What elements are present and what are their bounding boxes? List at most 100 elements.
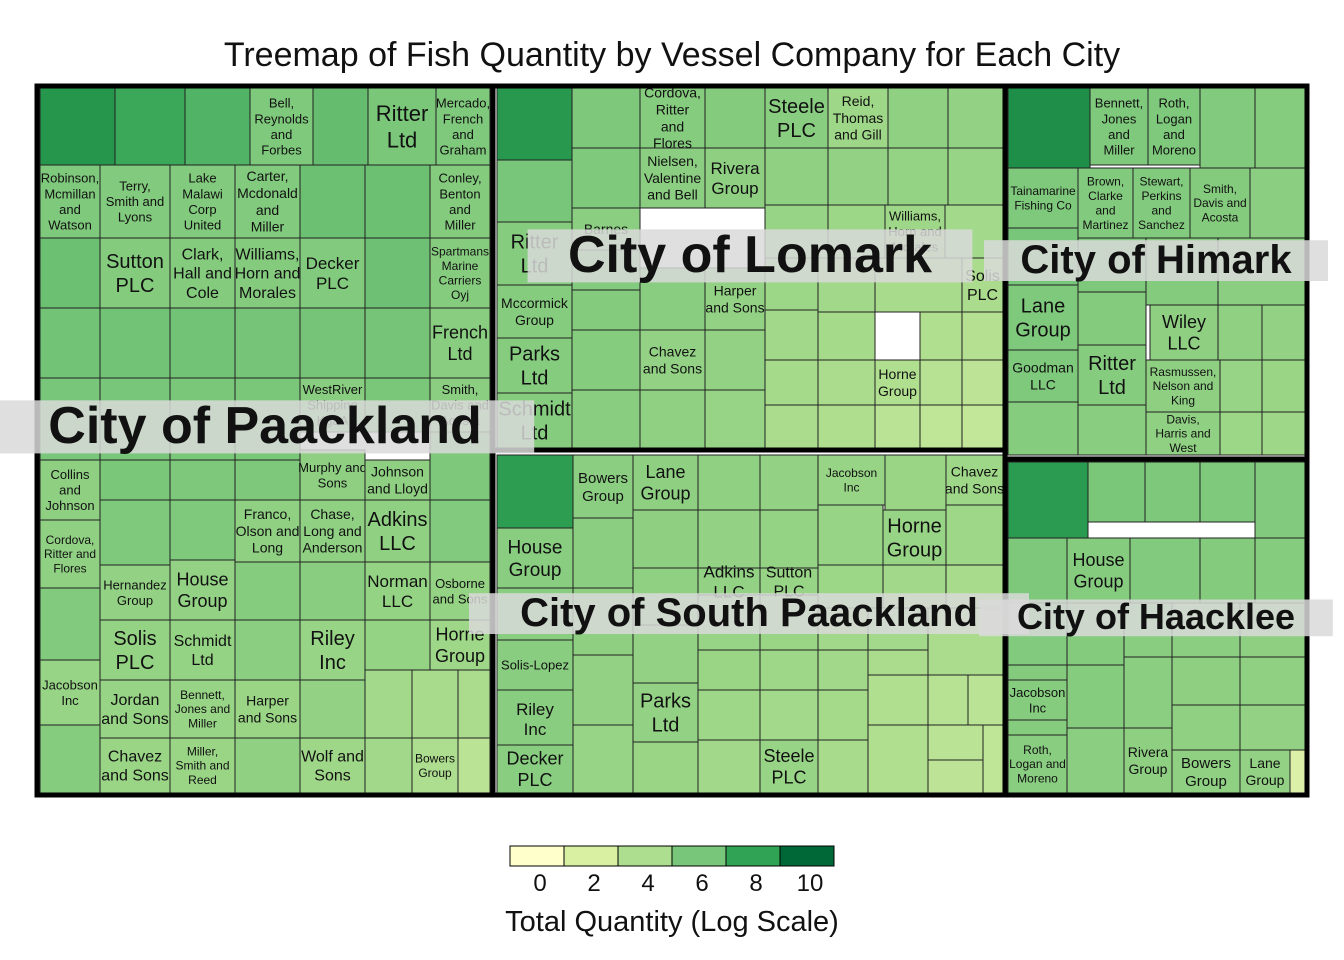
company-label-line: Sutton — [766, 565, 812, 582]
treemap-cell — [759, 509, 819, 569]
company-label-line: Smith, — [442, 382, 479, 397]
legend-swatch — [617, 845, 673, 867]
company-label-line: Acosta — [1202, 211, 1239, 225]
company-label-line: Harper — [714, 283, 757, 299]
company-rect — [435, 87, 491, 166]
treemap-cell — [39, 237, 101, 309]
company-label: Solis PLC — [113, 628, 156, 674]
company-cell-chavez-and-sons: Chavez and Sons — [639, 329, 706, 391]
treemap-cell — [1199, 461, 1256, 523]
treemap-cell — [234, 737, 301, 794]
company-label-line: Solis-Lopez — [501, 658, 569, 673]
treemap-cell — [817, 404, 876, 449]
treemap-cell — [39, 587, 101, 661]
company-cell-williams-horn-and-morales: Williams, Horn and Morales — [234, 237, 301, 309]
company-cell-clark-hall-and-cole: Clark, Hall and Cole — [169, 237, 236, 309]
company-label-line: and — [256, 202, 279, 218]
company-label-line: Graham — [440, 142, 487, 157]
treemap-cell — [764, 404, 819, 449]
treemap-cell — [1261, 359, 1306, 413]
company-label-line: WestRiver — [303, 382, 363, 397]
company-label: Spartmans Marine Carriers Oyj — [431, 245, 489, 302]
company-label-line: French — [432, 323, 488, 343]
company-label-line: PLC — [116, 275, 155, 297]
treemap-cell — [571, 389, 641, 449]
treemap-cell — [1199, 87, 1256, 169]
company-label-line: Forbes — [261, 142, 302, 157]
company-label-line: Bennett, — [180, 688, 225, 702]
company-cell-davis-harris-and-west: Davis, Harris and West — [1145, 411, 1221, 456]
treemap-cell — [1219, 411, 1263, 456]
company-label-line: Cole — [186, 285, 219, 302]
treemap-cell — [1261, 304, 1306, 361]
company-label-line: Group — [435, 646, 485, 666]
city-labels: City of Paackland City of Lomark City of S… — [0, 226, 1333, 637]
city-label-city-of-paackland: City of Paackland — [0, 397, 535, 455]
treemap-cell — [457, 737, 491, 794]
company-label-line: King — [1171, 394, 1195, 408]
company-rect — [1077, 344, 1147, 406]
company-label: Tainamarine Fishing Co — [1010, 184, 1076, 212]
company-rect — [632, 682, 699, 743]
company-cell-chavez-and-sons: Chavez and Sons — [945, 454, 1004, 506]
company-cell-lane-group: Lane Group — [632, 454, 699, 511]
company-rect — [429, 307, 491, 379]
company-rect — [1007, 679, 1068, 721]
company-rect — [1066, 537, 1131, 604]
company-cell-solis-lopez: Solis-Lopez — [496, 639, 574, 691]
treemap-cell — [99, 307, 171, 379]
company-cell-jordan-and-sons: Jordan and Sons — [99, 679, 171, 739]
company-label-line: Miller — [251, 219, 285, 235]
company-cell-riley-inc: Riley Inc — [496, 689, 574, 749]
company-label-line: Chavez — [951, 464, 998, 480]
company-label-line: Long and — [303, 523, 361, 539]
company-label-line: Inc — [843, 480, 859, 494]
company-cell-murphy-and-sons: Murphy and Sons — [298, 449, 367, 501]
company-label-line: and Bell — [647, 187, 698, 203]
company-cell-terry-smith-and-lyons: Terry, Smith and Lyons — [99, 164, 171, 239]
treemap-cell — [697, 689, 761, 741]
treemap-cell — [945, 504, 1004, 566]
company-label-line: LLC — [379, 533, 416, 555]
company-label-line: PLC — [777, 120, 816, 142]
treemap-cell — [234, 619, 301, 681]
company-label-line: Lake — [188, 171, 216, 186]
treemap-cell — [867, 674, 929, 726]
company-label-line: Franco, — [244, 506, 291, 522]
company-cell-spartmans-marine-carriers-oyj: Spartmans Marine Carriers Oyj — [429, 237, 491, 309]
treemap-cell — [364, 164, 431, 239]
company-label: Rivera Group — [1128, 744, 1169, 777]
company-label-line: Bowers — [1181, 755, 1231, 772]
company-rect — [99, 564, 171, 621]
city-label-city-of-himark: City of Himark — [984, 238, 1328, 282]
treemap-cell — [817, 649, 869, 691]
company-label-line: Ltd — [191, 652, 213, 669]
company-rect — [99, 679, 171, 739]
company-label-line: Steele — [768, 96, 825, 118]
legend-swatch — [509, 845, 565, 867]
treemap-cell — [884, 454, 947, 511]
company-cell-chavez-and-sons: Chavez and Sons — [99, 737, 171, 794]
company-label-line: United — [184, 217, 222, 232]
company-cell-house-group: House Group — [1066, 537, 1131, 604]
company-label: Hernandez Group — [103, 577, 167, 608]
company-rect — [1147, 87, 1201, 166]
company-rect — [817, 454, 886, 506]
company-label: Riley Inc — [310, 628, 354, 674]
company-label: Nielsen, Valentine and Bell — [644, 153, 702, 203]
company-label: Sutton PLC — [106, 251, 164, 297]
company-label-line: and — [271, 127, 293, 142]
company-label-line: Group — [887, 540, 943, 562]
company-label: Decker PLC — [306, 254, 360, 293]
company-cell-rivera-group: Rivera Group — [704, 147, 766, 209]
company-label-line: Hernandez — [103, 577, 167, 592]
treemap-cell — [639, 389, 706, 449]
company-label-line: Jordan — [111, 692, 160, 709]
company-label-line: Group — [1185, 773, 1227, 790]
company-rect — [827, 87, 889, 149]
treemap-cell — [817, 359, 876, 406]
company-rect — [874, 359, 921, 406]
treemap-cell — [1123, 656, 1173, 729]
